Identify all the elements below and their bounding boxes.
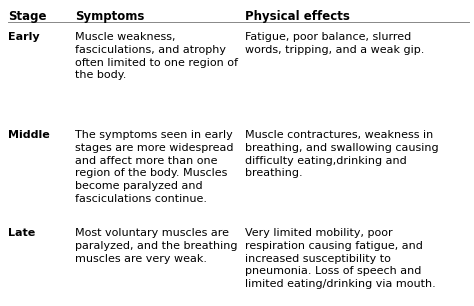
- Text: Muscle weakness,
fasciculations, and atrophy
often limited to one region of
the : Muscle weakness, fasciculations, and atr…: [75, 32, 238, 80]
- Text: Late: Late: [8, 228, 35, 238]
- Text: Very limited mobility, poor
respiration causing fatigue, and
increased susceptib: Very limited mobility, poor respiration …: [245, 228, 436, 289]
- Text: Physical effects: Physical effects: [245, 10, 350, 23]
- Text: Stage: Stage: [8, 10, 46, 23]
- Text: Symptoms: Symptoms: [75, 10, 145, 23]
- Text: Most voluntary muscles are
paralyzed, and the breathing
muscles are very weak.: Most voluntary muscles are paralyzed, an…: [75, 228, 237, 263]
- Text: Middle: Middle: [8, 130, 50, 140]
- Text: Fatigue, poor balance, slurred
words, tripping, and a weak gip.: Fatigue, poor balance, slurred words, tr…: [245, 32, 424, 55]
- Text: Muscle contractures, weakness in
breathing, and swallowing causing
difficulty ea: Muscle contractures, weakness in breathi…: [245, 130, 438, 178]
- Text: Early: Early: [8, 32, 40, 42]
- Text: The symptoms seen in early
stages are more widespread
and affect more than one
r: The symptoms seen in early stages are mo…: [75, 130, 234, 204]
